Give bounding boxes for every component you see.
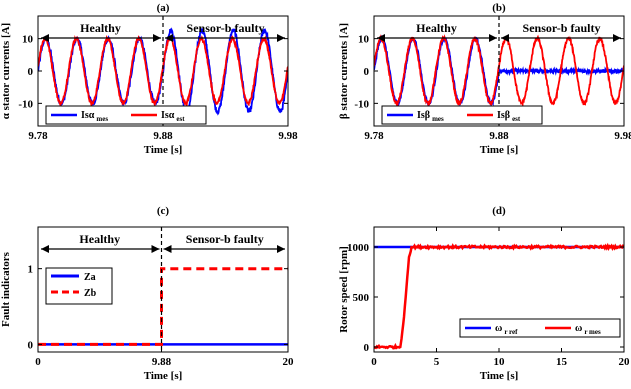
legend-b: Isβ mes Isβ est xyxy=(381,105,543,125)
y-axis-label: Fault indicators xyxy=(0,251,12,327)
x-tick-label: 5 xyxy=(434,356,440,368)
legend-label: Isα mes xyxy=(81,110,108,123)
panel-title-d: (d) xyxy=(492,205,506,217)
arrow-head-icon xyxy=(489,34,497,42)
x-tick-label: 10 xyxy=(494,356,506,368)
y-tick-label: 1000 xyxy=(347,242,370,254)
y-tick-label: 0 xyxy=(28,339,34,351)
y-axis-label: α stator currents [A] xyxy=(0,23,12,119)
panel-d: (d) 0 5 10 15 20 1000 500 0 Time [s] Rotor speed [… xyxy=(338,205,630,382)
arrow-head-icon xyxy=(41,245,49,253)
x-tick-label: 9.98 xyxy=(278,130,298,142)
region-label-faulty: Sensor-b faulty xyxy=(523,21,601,35)
x-axis-label: Time [s] xyxy=(144,370,183,382)
arrow-head-icon xyxy=(277,34,285,42)
x-tick-label: 0 xyxy=(35,356,41,368)
y-tick-label: 0 xyxy=(364,66,370,78)
panel-title-c: (c) xyxy=(157,205,170,217)
arrow-head-icon xyxy=(613,34,621,42)
x-tick-label: 9.78 xyxy=(28,130,48,142)
arrow-head-icon xyxy=(165,34,173,42)
y-tick-label: 10 xyxy=(358,34,370,46)
y-tick-label: 0 xyxy=(364,342,370,354)
y-tick-label: 10 xyxy=(22,34,34,46)
y-tick-label: 500 xyxy=(353,292,370,304)
x-tick-label: 15 xyxy=(556,356,568,368)
region-label-faulty: Sensor-b faulty xyxy=(186,232,264,246)
y-tick-label: 0 xyxy=(28,66,34,78)
arrow-head-icon xyxy=(377,34,385,42)
arrow-head-icon xyxy=(41,34,49,42)
y-tick-label: 1 xyxy=(28,264,34,276)
x-axis-label: Time [s] xyxy=(144,144,183,156)
x-tick-label: 9.78 xyxy=(364,130,384,142)
region-label-healthy: Healthy xyxy=(79,232,120,246)
y-tick-label: -10 xyxy=(18,98,33,110)
y-tick-label: -10 xyxy=(354,98,369,110)
y-axis-label: β stator currents [A] xyxy=(338,23,350,119)
region-label-healthy: Healthy xyxy=(80,21,121,35)
x-axis-label: Time [s] xyxy=(480,370,519,382)
arrow-head-icon xyxy=(151,245,160,253)
axes-box-c xyxy=(37,226,289,353)
legend-label: Isα est xyxy=(161,110,185,123)
x-tick-label: 9.88 xyxy=(489,130,509,142)
x-tick-label: 9.88 xyxy=(152,356,172,368)
legend-c: Za Zb xyxy=(45,267,113,305)
region-label-faulty: Sensor-b faulty xyxy=(187,21,265,35)
legend-label: Isβ mes xyxy=(417,110,444,123)
region-label-healthy: Healthy xyxy=(416,21,457,35)
panel-a: (a) 9.78 9.88 9.98 10 0 -10 Time [s] α stator cu… xyxy=(0,2,298,156)
arrow-head-icon xyxy=(153,34,161,42)
x-tick-label: 9.88 xyxy=(153,130,173,142)
x-tick-label: 20 xyxy=(619,356,631,368)
legend-label: Zb xyxy=(84,288,97,299)
x-tick-label: 9.98 xyxy=(614,130,631,142)
plot-area-d xyxy=(374,242,624,350)
panel-title-b: (b) xyxy=(492,2,506,14)
x-tick-label: 20 xyxy=(283,356,295,368)
legend-label: Za xyxy=(84,272,96,283)
x-tick-label: 0 xyxy=(371,356,377,368)
series-ω-r-mes xyxy=(374,242,624,350)
arrow-head-icon xyxy=(501,34,509,42)
legend-a: Isα mes Isα est xyxy=(45,105,207,125)
legend-label: Isβ est xyxy=(497,110,521,123)
panel-title-a: (a) xyxy=(157,2,170,14)
panel-b: (b) 9.78 9.88 9.98 10 0 -10 Time [s] β stator cu… xyxy=(338,2,631,156)
arrow-head-icon xyxy=(163,245,172,253)
panel-c: (c) 0 9.88 20 1 0 Time [s] Fault indicators Heal… xyxy=(0,205,294,382)
arrow-head-icon xyxy=(277,245,285,253)
x-axis-label: Time [s] xyxy=(480,144,519,156)
y-axis-label: Rotor speed [rpm] xyxy=(338,246,350,333)
